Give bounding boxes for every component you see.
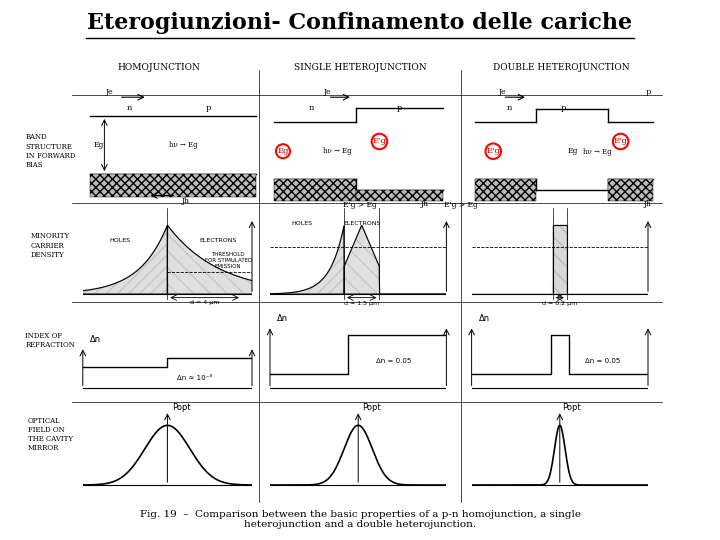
Text: Eg: Eg — [277, 147, 289, 155]
Text: d ≈ 1.5 μm: d ≈ 1.5 μm — [344, 301, 379, 306]
Text: E'g: E'g — [372, 138, 387, 145]
Text: Jh: Jh — [181, 197, 190, 205]
Text: p: p — [645, 88, 651, 96]
Bar — [608, 179, 653, 201]
Text: Jh: Jh — [644, 200, 652, 208]
Text: MINORITY
CARRIER
DENSITY: MINORITY CARRIER DENSITY — [31, 233, 70, 259]
Text: INDEX OF
REFRACTION: INDEX OF REFRACTION — [25, 332, 76, 349]
Text: n: n — [308, 104, 314, 112]
Text: Je: Je — [324, 88, 331, 96]
Text: p: p — [561, 104, 567, 112]
Bar — [90, 174, 256, 197]
Text: THRESHOLD
FOR STIMULATED
EMISSION: THRESHOLD FOR STIMULATED EMISSION — [204, 252, 252, 269]
Text: n: n — [127, 104, 132, 112]
Text: E'g > Eg: E'g > Eg — [444, 201, 478, 209]
Text: d ≈ 4 μm: d ≈ 4 μm — [190, 300, 220, 305]
Text: E'g: E'g — [613, 138, 628, 145]
Text: Je: Je — [106, 88, 113, 96]
Bar — [356, 190, 443, 201]
Text: Δn: Δn — [89, 335, 101, 345]
Text: hν → Eg: hν → Eg — [583, 148, 612, 156]
Bar — [274, 179, 356, 201]
Bar — [475, 179, 536, 201]
Text: hν → Eg: hν → Eg — [169, 141, 198, 148]
Text: SINGLE HETEROJUNCTION: SINGLE HETEROJUNCTION — [294, 63, 426, 72]
Text: HOLES: HOLES — [109, 239, 130, 244]
Text: Δn: Δn — [479, 314, 490, 323]
Text: Je: Je — [499, 88, 506, 96]
Text: Δn: Δn — [277, 314, 288, 323]
Text: Popt: Popt — [171, 403, 190, 413]
Text: hν → Eg: hν → Eg — [323, 147, 351, 155]
Text: E'g > Eg: E'g > Eg — [343, 201, 377, 209]
Text: n: n — [506, 104, 512, 112]
Text: Popt: Popt — [363, 403, 381, 413]
Text: OPTICAL
FIELD ON
THE CAVITY
MIRROR: OPTICAL FIELD ON THE CAVITY MIRROR — [28, 417, 73, 453]
Text: Fig. 19  –  Comparison between the basic properties of a p-n homojunction, a sin: Fig. 19 – Comparison between the basic p… — [140, 510, 580, 529]
Text: Eterogiunzioni- Confinamento delle cariche: Eterogiunzioni- Confinamento delle caric… — [87, 12, 633, 34]
Text: ELECTRONS: ELECTRONS — [343, 221, 380, 226]
Text: Δn = 0.05: Δn = 0.05 — [585, 358, 620, 364]
Text: HOMOJUNCTION: HOMOJUNCTION — [117, 63, 200, 72]
Text: Eg: Eg — [567, 147, 577, 155]
Text: p: p — [397, 104, 402, 112]
Text: p: p — [206, 104, 212, 112]
Text: HOLES: HOLES — [292, 221, 312, 226]
Text: Eg: Eg — [94, 141, 104, 148]
Text: Popt: Popt — [562, 403, 581, 413]
Text: d ≈ 0.2 μm: d ≈ 0.2 μm — [542, 301, 577, 306]
Text: E'g: E'g — [486, 147, 500, 155]
Text: Jh: Jh — [420, 200, 429, 208]
Text: DOUBLE HETEROJUNCTION: DOUBLE HETEROJUNCTION — [493, 63, 630, 72]
Text: BAND
STRUCTURE
IN FORWARD
BIAS: BAND STRUCTURE IN FORWARD BIAS — [26, 133, 75, 169]
Text: Δn = 0.05: Δn = 0.05 — [376, 358, 411, 364]
Text: ELECTRONS: ELECTRONS — [199, 239, 237, 244]
Text: Δn ≈ 10⁻³: Δn ≈ 10⁻³ — [177, 375, 212, 381]
